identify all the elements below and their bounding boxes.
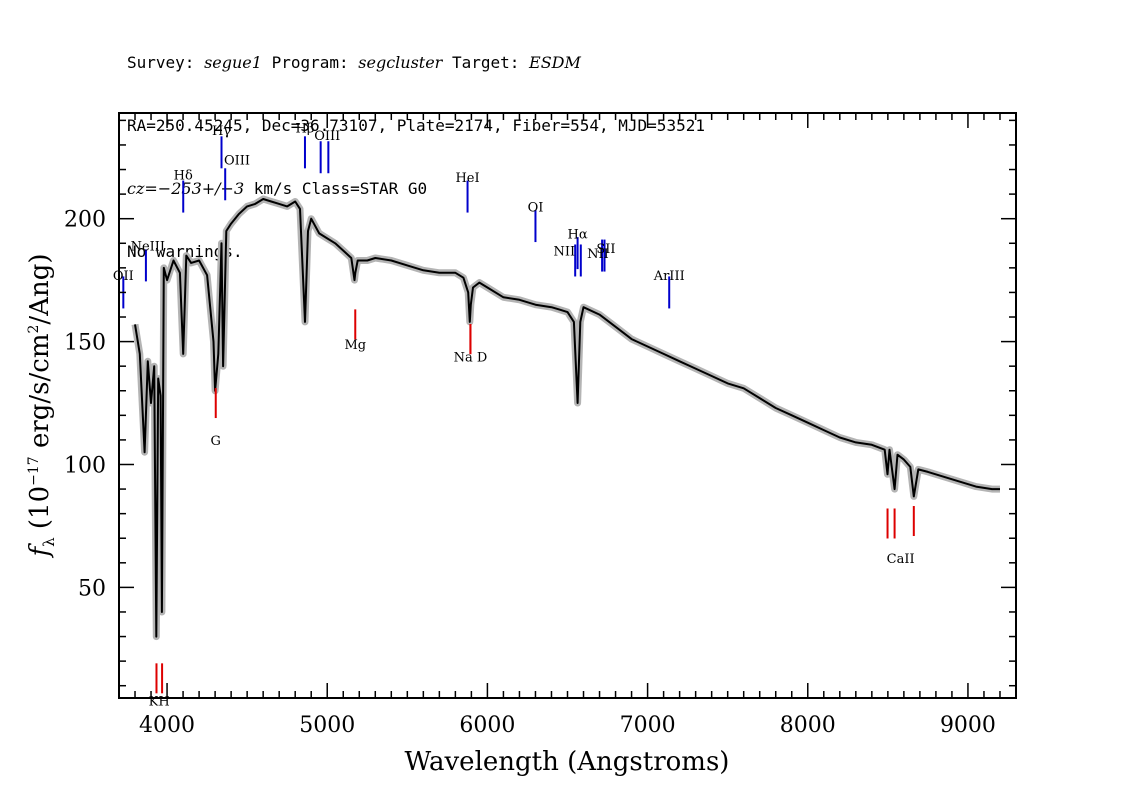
target-value: ESDM: [529, 53, 581, 72]
line-label-mg: Mg: [344, 338, 366, 353]
program-key: Program:: [261, 53, 359, 72]
line-label-caii: CaII: [887, 552, 915, 567]
line-label-oiii: OIII: [224, 154, 250, 169]
x-tick-label: 8000: [780, 713, 836, 738]
line-label-neiii: NeIII: [131, 240, 165, 255]
spectrum-line: [134, 198, 1000, 638]
line-label-hγ: Hγ: [212, 124, 231, 139]
line-label-nii2: NII: [587, 247, 609, 262]
x-tick-label: 7000: [620, 713, 676, 738]
line-label-oiii2: OIII: [314, 129, 340, 144]
line-label-oi: OI: [528, 200, 544, 215]
line-label-ariii: ArIII: [653, 269, 685, 284]
program-value: segcluster: [358, 53, 443, 72]
class-text: km/s Class=STAR G0: [244, 179, 428, 198]
y-tick-label: 100: [64, 453, 106, 478]
line-label-nad: Na D: [454, 350, 488, 365]
axis-layer: 4000 5000 6000 7000 8000 9000 50 100 150 200: [64, 113, 1016, 738]
line-label-sii: SII: [596, 242, 615, 257]
line-label-hei: HeI: [455, 171, 479, 186]
survey-key: Survey:: [127, 53, 205, 72]
line-label-nii: NII: [553, 245, 575, 260]
line-label-oii: OII: [113, 269, 134, 284]
header-line-2: RA=250.45245, Dec=36.73107, Plate=2174, …: [127, 116, 705, 135]
x-tick-label: 6000: [459, 713, 515, 738]
line-label-g: G: [211, 434, 221, 449]
y-tick-label: 150: [64, 331, 106, 356]
header-line-3: cz=−253+/−3 km/s Class=STAR G0: [127, 178, 705, 199]
redshift-value: cz=−253+/−3: [127, 179, 245, 198]
target-key: Target:: [442, 53, 530, 72]
line-label-hα: Hα: [568, 227, 588, 242]
x-tick-label: 4000: [139, 713, 195, 738]
x-tick-label: 9000: [940, 713, 996, 738]
y-tick-label: 50: [78, 576, 106, 601]
line-label-hδ: Hδ: [174, 168, 193, 183]
survey-value: segue1: [204, 53, 262, 72]
x-axis-label: Wavelength (Angstroms): [405, 747, 730, 777]
spectrum-header: Survey: segue1 Program: segcluster Targe…: [127, 10, 705, 283]
header-line-1: Survey: segue1 Program: segcluster Targe…: [127, 52, 705, 73]
y-axis-label: fλ (10−17 erg/s/cm2/Ang): [25, 254, 58, 559]
y-tick-label: 200: [64, 208, 106, 233]
error-band: [131, 195, 1000, 641]
x-tick-label: 5000: [299, 713, 355, 738]
line-label-hβ: Hβ: [296, 122, 315, 137]
